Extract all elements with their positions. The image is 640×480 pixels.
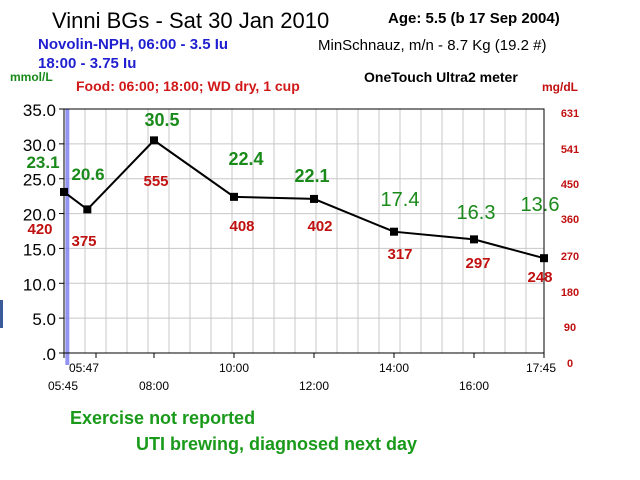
y-left-tick-label: 15.0	[23, 240, 56, 259]
y-right-tick-label: 0	[567, 358, 573, 370]
data-point	[540, 254, 548, 263]
data-label-mmol: 22.4	[228, 149, 263, 169]
data-point	[83, 205, 92, 214]
data-label-mgdl: 408	[229, 218, 254, 235]
x-tick-label: 05:45	[48, 379, 78, 393]
x-tick-label: 05:47	[69, 361, 99, 375]
data-label-mmol: 20.6	[71, 165, 104, 184]
y-right-tick-label: 180	[561, 287, 579, 299]
data-label-mmol: 30.5	[144, 110, 179, 130]
insulin-dose-line-2: 18:00 - 3.75 Iu	[38, 55, 137, 72]
data-label-mgdl: 317	[387, 246, 412, 263]
y-left-tick-label: 35.0	[23, 101, 56, 120]
x-tick-label: 08:00	[139, 379, 169, 393]
data-label-mmol: 22.1	[294, 166, 329, 186]
meter-label: OneTouch Ultra2 meter	[364, 69, 518, 85]
y-left-tick-label: 5.0	[32, 310, 56, 329]
y-left-unit-label: mmol/L	[10, 70, 53, 84]
data-point	[470, 235, 478, 244]
data-label-mmol: 23.1	[26, 153, 59, 172]
y-right-tick-label: 541	[561, 144, 579, 156]
x-tick-label: 12:00	[299, 379, 329, 393]
y-left-tick-label: 10.0	[23, 275, 56, 294]
data-point	[310, 194, 318, 203]
x-tick-label: 17:45	[526, 361, 556, 375]
y-right-tick-label: 360	[561, 214, 579, 226]
data-label-mgdl: 555	[143, 173, 168, 190]
window-edge-marker	[0, 300, 3, 328]
y-left-tick-label: 20.0	[23, 206, 56, 225]
x-tick-label: 10:00	[219, 361, 249, 375]
dog-info: MinSchnauz, m/n - 8.7 Kg (19.2 #)	[318, 37, 547, 54]
insulin-dose-line-1: Novolin-NPH, 06:00 - 3.5 Iu	[38, 36, 229, 53]
age-label: Age: 5.5 (b 17 Sep 2004)	[388, 10, 560, 27]
x-tick-label: 14:00	[379, 361, 409, 375]
y-left-tick-label: 30.0	[23, 136, 56, 155]
exercise-note: Exercise not reported	[70, 408, 256, 428]
data-label-mgdl: 297	[465, 255, 490, 272]
data-point	[390, 227, 398, 236]
data-point	[150, 136, 158, 145]
data-label-mgdl: 402	[307, 218, 332, 235]
data-label-mmol: 13.6	[521, 194, 560, 216]
food-note: Food: 06:00; 18:00; WD dry, 1 cup	[76, 78, 300, 94]
x-tick-label: 16:00	[459, 379, 489, 393]
insulin-time-marker	[65, 109, 70, 365]
insulin-marker-layer	[65, 109, 70, 365]
plot-frame	[63, 108, 545, 354]
bg-series-line	[63, 139, 545, 260]
data-point	[60, 187, 68, 196]
y-right-unit-label: mg/dL	[542, 80, 578, 94]
y-right-tick-label: 90	[564, 322, 576, 334]
data-label-mmol: 16.3	[457, 202, 496, 224]
chart-grid	[64, 108, 544, 354]
y-right-tick-label: 450	[561, 179, 579, 191]
y-left-tick-label: .0	[42, 345, 56, 364]
chart-labels: 23.1 420 20.6 375 30.5 555 22.4 408 22.1 402 17.4 3…	[26, 110, 559, 286]
data-label-mgdl: 375	[71, 233, 96, 250]
data-point	[230, 192, 238, 201]
uti-note: UTI brewing, diagnosed next day	[136, 434, 418, 454]
data-label-mmol: 17.4	[381, 189, 420, 211]
data-label-mgdl: 248	[527, 269, 552, 286]
y-left-tick-label: 25.0	[23, 171, 56, 190]
chart-title: Vinni BGs - Sat 30 Jan 2010	[52, 8, 330, 33]
y-right-tick-label: 270	[561, 251, 579, 263]
y-right-tick-label: 631	[561, 108, 579, 120]
bg-series	[60, 136, 548, 263]
chart-axes: 35.0 30.0 25.0 20.0 15.0 10.0 5.0 .0 631 541 450 36…	[23, 101, 579, 393]
data-label-mgdl: 420	[27, 221, 52, 238]
